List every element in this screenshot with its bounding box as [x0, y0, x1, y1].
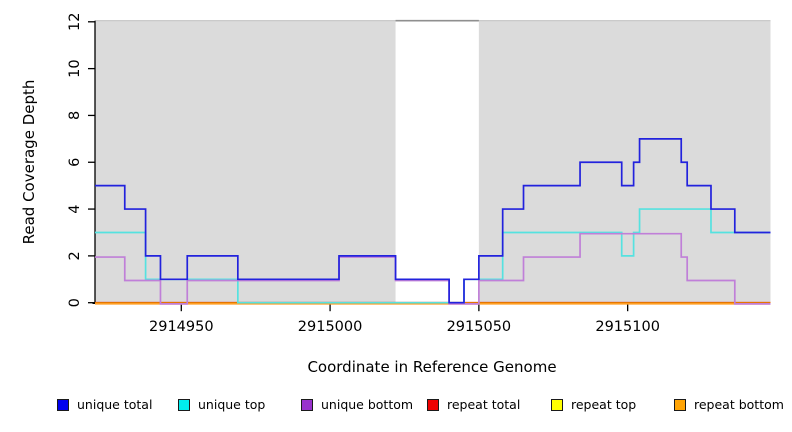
legend-label: repeat total [447, 397, 521, 412]
legend-label: repeat top [571, 397, 637, 412]
legend-item-repeat-bottom: repeat bottom [674, 398, 784, 412]
legend-item-unique-bottom: unique bottom [301, 398, 413, 412]
y-tick-label: 8 [67, 111, 83, 120]
x-tick-label: 2915100 [595, 319, 660, 335]
legend-swatch [674, 399, 686, 411]
legend-label: repeat bottom [694, 397, 784, 412]
legend-label: unique total [77, 397, 153, 412]
legend-label: unique top [198, 397, 266, 412]
shaded-region-2 [478, 20, 771, 303]
legend-swatch [178, 399, 190, 411]
legend-item-repeat-top: repeat top [551, 398, 636, 412]
y-axis-title: Read Coverage Depth [20, 79, 38, 245]
shaded-region-1 [95, 20, 396, 303]
legend-swatch [57, 399, 69, 411]
series-line-unique-top [95, 208, 771, 304]
legend-swatch [301, 399, 313, 411]
y-tick-label: 12 [67, 13, 83, 31]
legend-item-repeat-total: repeat total [427, 398, 520, 412]
series-line-unique-bottom [95, 232, 771, 305]
legend-swatch [551, 399, 563, 411]
legend-label: unique bottom [321, 397, 414, 412]
series-line-unique-total [95, 137, 771, 304]
legend-item-unique-top: unique top [178, 398, 265, 412]
x-axis-title: Coordinate in Reference Genome [307, 358, 557, 376]
legend-item-unique-total: unique total [57, 398, 152, 412]
x-tick-label: 2915000 [298, 319, 363, 335]
x-tick-label: 2914950 [149, 319, 214, 335]
y-tick-label: 2 [67, 251, 83, 260]
x-tick-label: 2915050 [447, 319, 512, 335]
y-tick-label: 0 [67, 298, 83, 307]
y-tick-label: 4 [67, 204, 83, 213]
y-tick-label: 10 [67, 59, 83, 77]
legend-swatch [427, 399, 439, 411]
y-tick-label: 6 [67, 158, 83, 167]
